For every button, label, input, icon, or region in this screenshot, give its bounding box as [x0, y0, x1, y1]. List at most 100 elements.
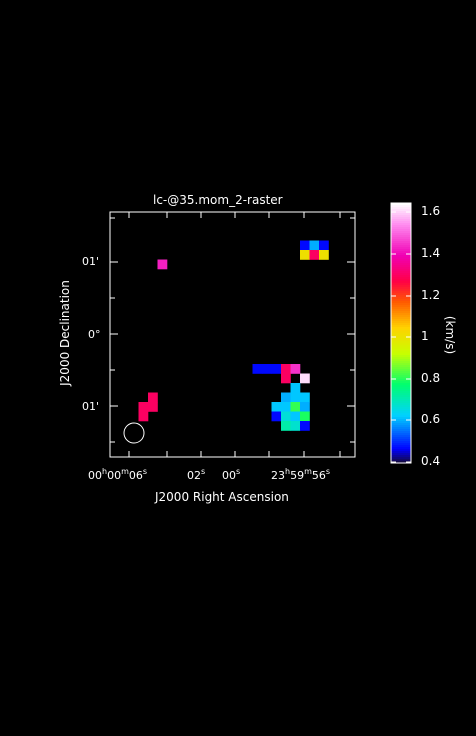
colorbar-segment	[391, 441, 411, 444]
colorbar-segment	[391, 327, 411, 330]
heatmap-cell	[138, 402, 149, 412]
colorbar-segment	[391, 383, 411, 386]
colorbar-segment	[391, 403, 411, 406]
colorbar-tick-label: 1	[421, 329, 429, 343]
colorbar-segment	[391, 395, 411, 398]
colorbar-segment	[391, 455, 411, 458]
colorbar-segment	[391, 399, 411, 402]
colorbar-segment	[391, 229, 411, 232]
colorbar-segment	[391, 371, 411, 374]
colorbar-segment	[391, 237, 411, 240]
y-tick-label: 01'	[82, 255, 100, 268]
colorbar-segment	[391, 375, 411, 378]
heatmap-cells	[138, 240, 329, 431]
colorbar-segment	[391, 425, 411, 428]
colorbar-segment	[391, 435, 411, 438]
heatmap-cell	[252, 364, 263, 374]
colorbar-segment	[391, 363, 411, 366]
colorbar-segment	[391, 261, 411, 264]
heatmap-cell	[271, 364, 282, 374]
colorbar-segment	[391, 337, 411, 340]
colorbar-segment	[391, 205, 411, 208]
colorbar-segment	[391, 235, 411, 238]
colorbar-segment	[391, 445, 411, 448]
heatmap-cell	[309, 250, 320, 260]
colorbar-segment	[391, 333, 411, 336]
colorbar-segment	[391, 459, 411, 462]
heatmap-cell	[281, 392, 291, 403]
colorbar-segment	[391, 249, 411, 252]
x-axis-label: J2000 Right Ascension	[155, 490, 289, 504]
colorbar-segment	[391, 283, 411, 286]
colorbar-segment	[391, 335, 411, 338]
y-tick-label: 0°	[88, 328, 101, 341]
colorbar-segment	[391, 217, 411, 220]
y-axis-label: J2000 Declination	[57, 280, 72, 386]
heatmap-cell	[271, 411, 282, 422]
colorbar-segment	[391, 409, 411, 412]
colorbar-segment	[391, 443, 411, 446]
colorbar-segment	[391, 339, 411, 342]
colorbar-segment	[391, 305, 411, 308]
colorbar-segment	[391, 241, 411, 244]
heatmap-cell	[281, 364, 291, 374]
colorbar-segment	[391, 347, 411, 350]
colorbar-segment	[391, 295, 411, 298]
colorbar-segment	[391, 209, 411, 212]
colorbar-segment	[391, 331, 411, 334]
colorbar-segment	[391, 213, 411, 216]
colorbar-segment	[391, 297, 411, 300]
colorbar-segment	[391, 411, 411, 414]
heatmap-cell	[319, 250, 329, 260]
colorbar-segment	[391, 437, 411, 440]
colorbar-segment	[391, 223, 411, 226]
colorbar-segment	[391, 263, 411, 266]
colorbar-segment	[391, 265, 411, 268]
colorbar-segment	[391, 329, 411, 332]
chart-title: lc-@35.mom_2-raster	[153, 193, 283, 207]
colorbar-segment	[391, 233, 411, 236]
colorbar-segment	[391, 285, 411, 288]
colorbar-segment	[391, 273, 411, 276]
colorbar-segment	[391, 391, 411, 394]
colorbar-segment	[391, 345, 411, 348]
colorbar-segment	[391, 207, 411, 210]
heatmap-cell	[157, 259, 168, 270]
colorbar-segment	[391, 439, 411, 442]
heatmap-cell	[138, 411, 149, 422]
colorbar-segment	[391, 259, 411, 262]
colorbar-segment	[391, 359, 411, 362]
beam-ellipse	[123, 422, 145, 444]
colorbar-segment	[391, 299, 411, 302]
colorbar-tick-label: 1.2	[421, 288, 441, 302]
colorbar-segment	[391, 275, 411, 278]
colorbar-segment	[391, 211, 411, 214]
colorbar-segment	[391, 245, 411, 248]
x-tick-label: 00h00m06s	[88, 467, 148, 482]
heatmap-cell	[300, 421, 310, 431]
colorbar-segment	[391, 317, 411, 320]
colorbar-segment	[391, 429, 411, 432]
colorbar-segment	[391, 253, 411, 256]
colorbar-segment	[391, 397, 411, 400]
colorbar-segment	[391, 269, 411, 272]
heatmap-cell	[290, 411, 301, 422]
colorbar-segment	[391, 357, 411, 360]
colorbar-segment	[391, 447, 411, 450]
colorbar-segment	[391, 361, 411, 364]
colorbar-segment	[391, 301, 411, 304]
colorbar-segment	[391, 221, 411, 224]
heatmap-cell	[300, 250, 310, 260]
colorbar-segment	[391, 281, 411, 284]
colorbar-segment	[391, 321, 411, 324]
colorbar-segment	[391, 341, 411, 344]
colorbar-segment	[391, 291, 411, 294]
colorbar-segment	[391, 385, 411, 388]
heatmap-cell	[319, 240, 329, 251]
colorbar-tick-label: 1.4	[421, 246, 441, 260]
colorbar-segment	[391, 323, 411, 326]
colorbar-segment	[391, 423, 411, 426]
colorbar-segment	[391, 225, 411, 228]
colorbar-segment	[391, 349, 411, 352]
